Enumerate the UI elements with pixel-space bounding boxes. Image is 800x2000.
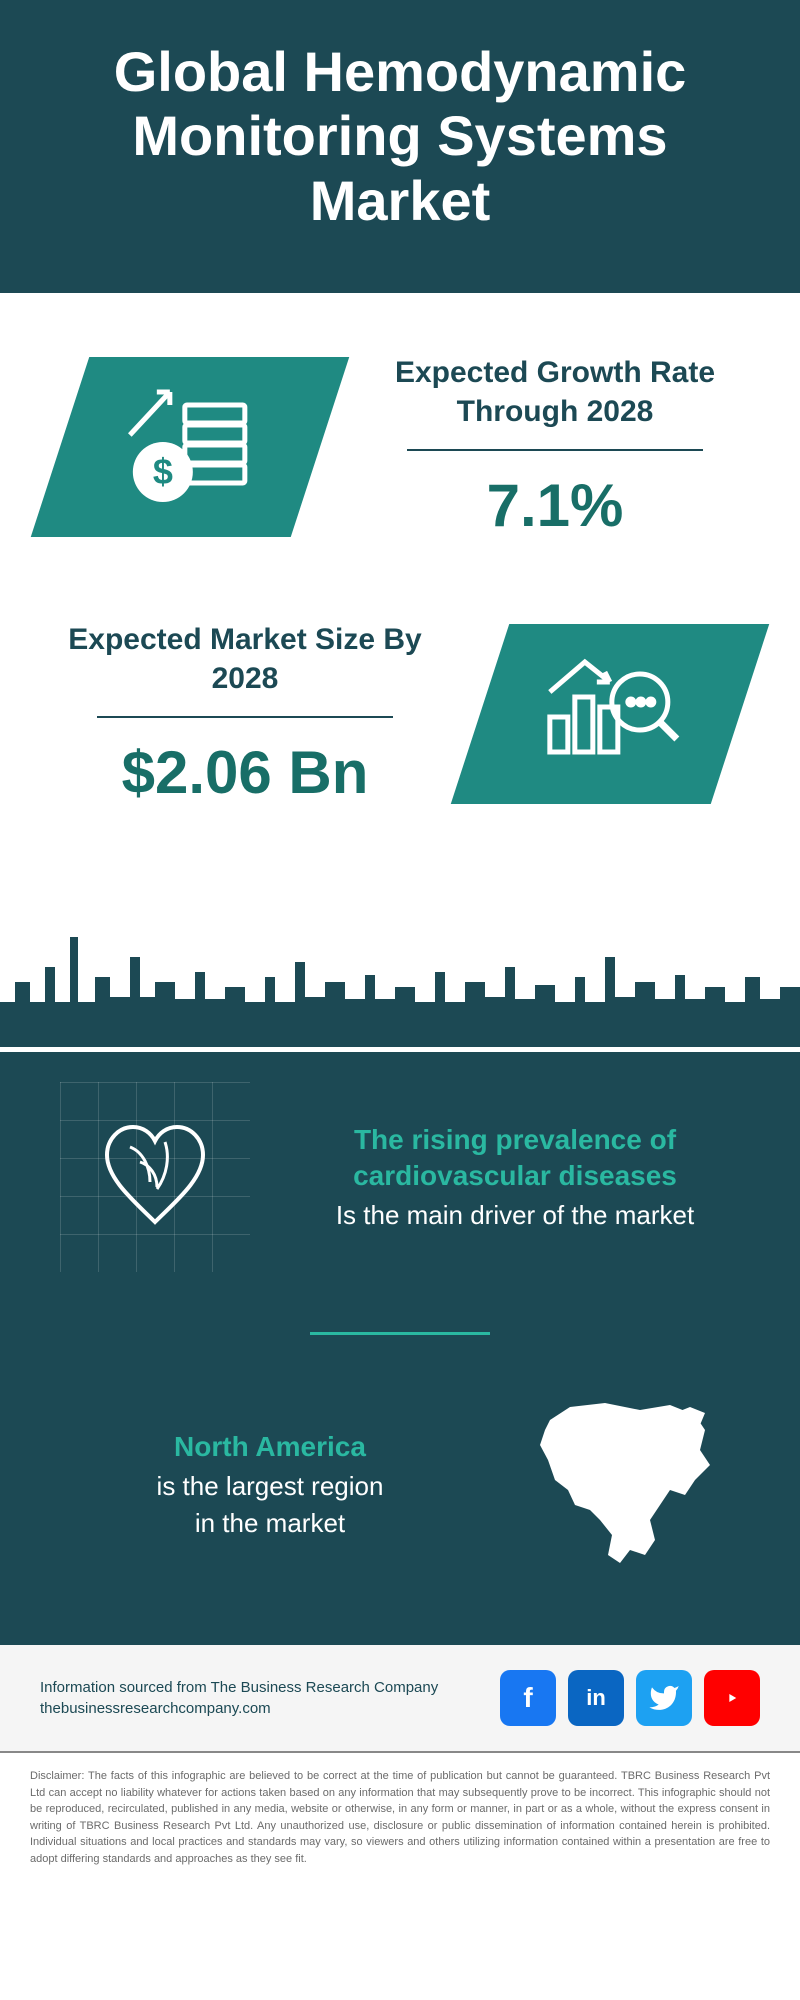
region-subtext-2: in the market xyxy=(60,1507,480,1541)
driver-text: The rising prevalence of cardiovascular … xyxy=(290,1122,740,1233)
growth-stat-text: Expected Growth Rate Through 2028 7.1% xyxy=(370,353,740,540)
driver-row: The rising prevalence of cardiovascular … xyxy=(60,1082,740,1272)
heart-icon-box xyxy=(60,1082,250,1272)
source-site: thebusinessresearchcompany.com xyxy=(40,1698,438,1719)
twitter-icon[interactable] xyxy=(636,1670,692,1726)
region-text: North America is the largest region in t… xyxy=(60,1429,480,1541)
facebook-icon[interactable]: f xyxy=(500,1670,556,1726)
mid-divider xyxy=(310,1332,490,1335)
driver-highlight: The rising prevalence of cardiovascular … xyxy=(290,1122,740,1195)
skyline-divider xyxy=(0,927,800,1052)
stats-section: $ Expected Growth Rate Through 2028 7.1% xyxy=(0,293,800,927)
market-size-stat-row: Expected Market Size By 2028 $2.06 Bn xyxy=(60,620,740,807)
heart-icon xyxy=(60,1082,250,1272)
insights-section: The rising prevalence of cardiovascular … xyxy=(0,1052,800,1645)
header-banner: Global Hemodynamic Monitoring Systems Ma… xyxy=(0,0,800,293)
svg-text:$: $ xyxy=(153,450,173,491)
market-size-label: Expected Market Size By 2028 xyxy=(60,620,430,716)
analytics-icon xyxy=(535,646,685,781)
growth-label: Expected Growth Rate Through 2028 xyxy=(370,353,740,449)
divider xyxy=(407,449,703,451)
source-line-1: Information sourced from The Business Re… xyxy=(40,1679,438,1696)
region-row: North America is the largest region in t… xyxy=(60,1395,740,1575)
market-size-value: $2.06 Bn xyxy=(60,738,430,807)
market-size-icon-panel xyxy=(451,624,769,804)
market-size-stat-text: Expected Market Size By 2028 $2.06 Bn xyxy=(60,620,430,807)
region-highlight: North America xyxy=(60,1429,480,1465)
source-text: Information sourced from The Business Re… xyxy=(40,1677,438,1719)
driver-subtext: Is the main driver of the market xyxy=(290,1199,740,1233)
growth-value: 7.1% xyxy=(370,471,740,540)
linkedin-icon[interactable]: in xyxy=(568,1670,624,1726)
growth-icon-panel: $ xyxy=(31,357,349,537)
disclaimer-text: Disclaimer: The facts of this infographi… xyxy=(0,1751,800,1907)
youtube-icon[interactable] xyxy=(704,1670,760,1726)
divider xyxy=(97,716,393,718)
money-growth-icon: $ xyxy=(115,379,265,514)
page-title: Global Hemodynamic Monitoring Systems Ma… xyxy=(60,40,740,233)
footer-bar: Information sourced from The Business Re… xyxy=(0,1645,800,1751)
region-subtext-1: is the largest region xyxy=(60,1470,480,1504)
growth-stat-row: $ Expected Growth Rate Through 2028 7.1% xyxy=(60,353,740,540)
social-icons: f in xyxy=(500,1670,760,1726)
north-america-map-icon xyxy=(520,1395,740,1575)
